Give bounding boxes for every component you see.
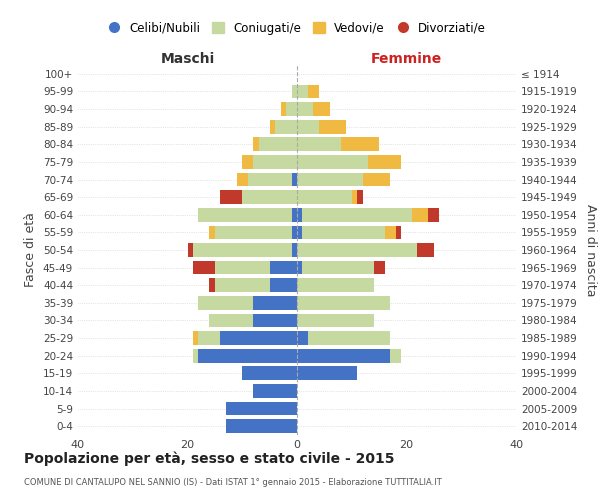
Bar <box>297 349 390 362</box>
Bar <box>319 120 346 134</box>
Bar <box>253 296 297 310</box>
Y-axis label: Anni di nascita: Anni di nascita <box>584 204 597 296</box>
Bar <box>308 84 319 98</box>
Bar <box>313 102 330 116</box>
Bar <box>220 331 297 345</box>
Bar <box>292 243 297 257</box>
Bar <box>292 226 297 239</box>
Bar <box>226 420 297 433</box>
Bar <box>302 226 385 239</box>
Bar <box>193 243 292 257</box>
Bar <box>385 226 395 239</box>
Bar <box>297 331 308 345</box>
Bar <box>237 172 248 186</box>
Bar <box>281 102 286 116</box>
Bar <box>253 138 259 151</box>
Bar <box>215 226 292 239</box>
Bar <box>193 349 199 362</box>
Bar <box>259 138 297 151</box>
Bar <box>193 331 199 345</box>
Bar <box>209 278 215 292</box>
Bar <box>302 260 374 274</box>
Bar <box>297 102 313 116</box>
Text: Maschi: Maschi <box>160 52 215 66</box>
Bar <box>209 314 253 328</box>
Bar <box>302 208 412 222</box>
Bar <box>297 208 302 222</box>
Bar <box>292 172 297 186</box>
Bar <box>297 155 368 169</box>
Bar <box>297 172 362 186</box>
Bar <box>292 208 297 222</box>
Bar <box>428 208 439 222</box>
Bar <box>297 366 357 380</box>
Bar <box>215 260 269 274</box>
Bar <box>418 243 434 257</box>
Bar <box>390 349 401 362</box>
Bar <box>253 384 297 398</box>
Bar <box>297 84 308 98</box>
Bar <box>292 84 297 98</box>
Bar <box>297 138 341 151</box>
Bar <box>215 278 269 292</box>
Bar <box>297 278 374 292</box>
Bar <box>199 349 297 362</box>
Bar <box>297 260 302 274</box>
Bar <box>341 138 379 151</box>
Bar <box>269 278 297 292</box>
Bar <box>357 190 363 204</box>
Bar <box>269 120 275 134</box>
Bar <box>220 190 242 204</box>
Bar <box>395 226 401 239</box>
Bar <box>226 402 297 415</box>
Bar <box>187 243 193 257</box>
Legend: Celibi/Nubili, Coniugati/e, Vedovi/e, Divorziati/e: Celibi/Nubili, Coniugati/e, Vedovi/e, Di… <box>103 17 491 40</box>
Bar <box>253 155 297 169</box>
Bar <box>352 190 357 204</box>
Bar <box>286 102 297 116</box>
Bar <box>269 260 297 274</box>
Bar <box>308 331 390 345</box>
Bar <box>374 260 385 274</box>
Bar <box>248 172 292 186</box>
Bar <box>297 226 302 239</box>
Text: Popolazione per età, sesso e stato civile - 2015: Popolazione per età, sesso e stato civil… <box>24 451 395 466</box>
Bar <box>297 296 390 310</box>
Bar <box>199 296 253 310</box>
Bar <box>297 190 352 204</box>
Bar <box>362 172 390 186</box>
Bar <box>368 155 401 169</box>
Bar <box>297 120 319 134</box>
Bar <box>275 120 297 134</box>
Bar <box>297 243 418 257</box>
Bar <box>193 260 215 274</box>
Y-axis label: Fasce di età: Fasce di età <box>25 212 37 288</box>
Bar <box>242 155 253 169</box>
Bar <box>242 366 297 380</box>
Bar <box>199 208 292 222</box>
Text: Femmine: Femmine <box>371 52 442 66</box>
Bar <box>253 314 297 328</box>
Bar <box>199 331 220 345</box>
Bar <box>242 190 297 204</box>
Text: COMUNE DI CANTALUPO NEL SANNIO (IS) - Dati ISTAT 1° gennaio 2015 - Elaborazione : COMUNE DI CANTALUPO NEL SANNIO (IS) - Da… <box>24 478 442 487</box>
Bar <box>209 226 215 239</box>
Bar <box>297 314 374 328</box>
Bar <box>412 208 428 222</box>
